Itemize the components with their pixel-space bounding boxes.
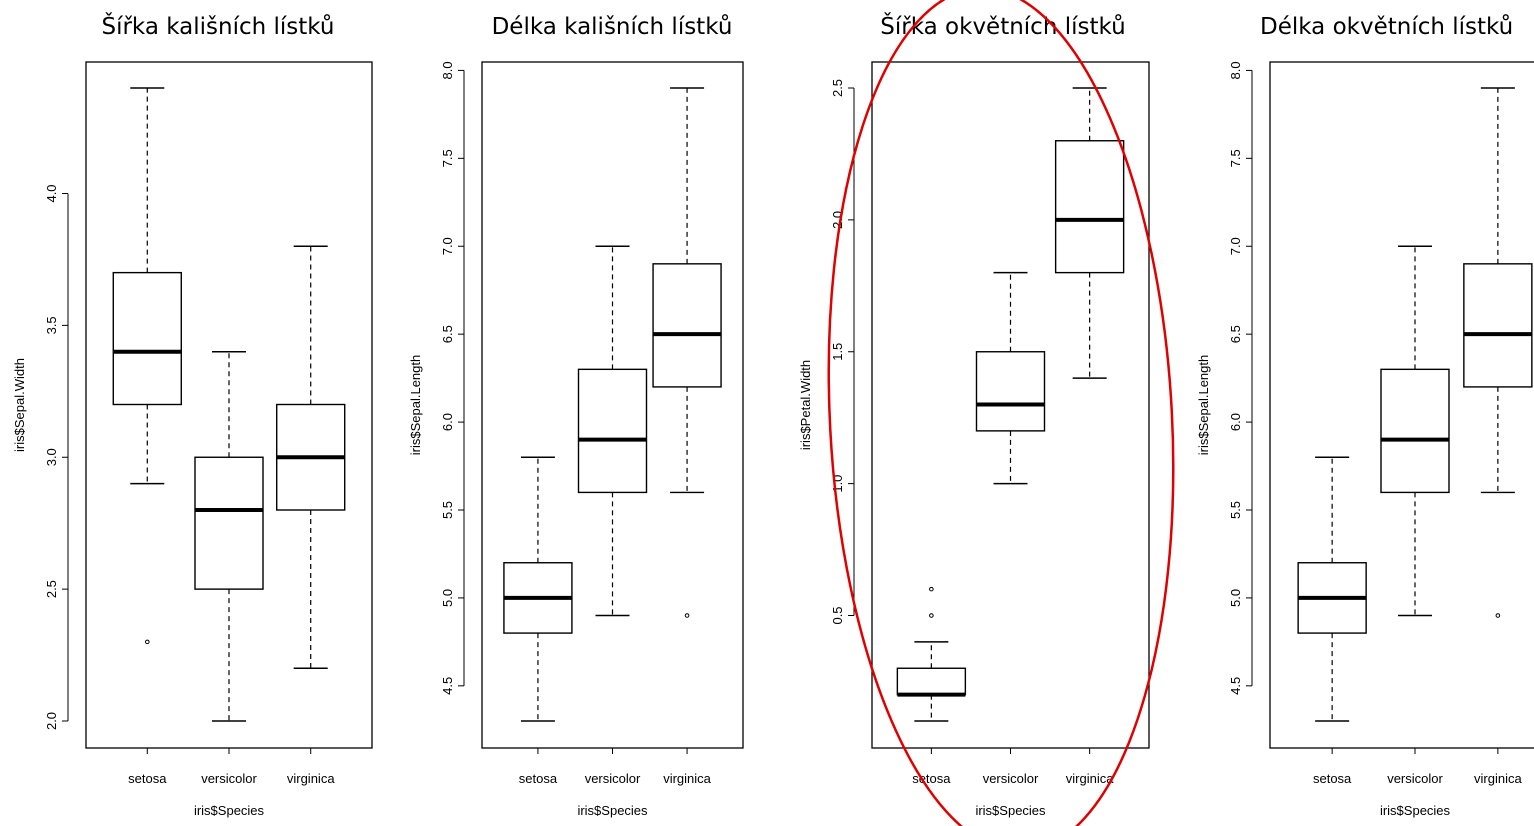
iqr-box (1463, 263, 1533, 388)
y-tick-label: 7.0 (440, 237, 455, 255)
x-tick-label: versicolor (1387, 771, 1443, 786)
x-tick-label: virginica (663, 771, 711, 786)
iqr-box (1380, 368, 1450, 494)
y-tick-label: 6.0 (1228, 413, 1243, 431)
box-setosa: setosa (112, 87, 182, 786)
x-axis-title: iris$Species (194, 803, 265, 818)
y-axis-title: iris$Sepal.Width (12, 358, 27, 452)
iqr-box (194, 456, 264, 590)
x-axis-title: iris$Species (1380, 803, 1451, 818)
box-versicolor: versicolor (194, 351, 264, 786)
y-tick-label: 7.5 (440, 149, 455, 167)
y-tick-label: 4.5 (440, 677, 455, 695)
box-setosa: setosa (896, 586, 967, 786)
chart-title: Délka okvětních lístků (1260, 13, 1513, 40)
y-tick-label: 2.5 (830, 79, 845, 97)
chart-title: Šířka kališních lístků (101, 12, 334, 40)
x-tick-label: setosa (128, 771, 167, 786)
y-tick-label: 4.0 (44, 184, 59, 202)
y-tick-label: 2.0 (44, 712, 59, 730)
y-tick-label: 7.0 (1228, 237, 1243, 255)
x-tick-label: setosa (1313, 771, 1352, 786)
boxplot-panel: Šířka okvětních lístků0.51.01.52.02.5iri… (798, 12, 1150, 818)
y-tick-label: 3.5 (44, 316, 59, 334)
box-virginica: virginica (1054, 87, 1125, 786)
outlier-point (684, 613, 690, 618)
box-virginica: virginica (652, 87, 722, 786)
box-virginica: virginica (1463, 87, 1533, 786)
outlier-point (144, 639, 150, 645)
boxplot-panel: Délka kališních lístků 4.5 5.0 5.5 6.0 6.5 7.0… (408, 13, 744, 818)
chart-title: Délka kališních lístků (492, 13, 733, 40)
box-versicolor: versicolor (975, 271, 1046, 786)
outlier-point (929, 613, 934, 618)
iqr-box (975, 351, 1046, 432)
iqr-box (1054, 140, 1125, 274)
y-tick-label: 5.5 (1228, 501, 1243, 519)
boxplot-panel: Šířka kališních lístků 2.0 2.5 3.0 3.5 4.0 iri… (12, 12, 373, 818)
y-tick-label: 7.5 (1228, 149, 1243, 167)
iqr-box (896, 667, 967, 696)
y-tick-label: 6.0 (440, 413, 455, 431)
y-tick-label: 4.5 (1228, 677, 1243, 695)
y-tick-label: 2.5 (44, 580, 59, 598)
y-tick-label: 6.5 (1228, 325, 1243, 343)
outlier-point (1495, 613, 1501, 618)
y-axis-title: iris$Sepal.Length (408, 355, 423, 455)
y-tick-label: 1.5 (830, 343, 845, 361)
x-tick-label: versicolor (983, 771, 1039, 786)
x-axis-title: iris$Species (577, 803, 648, 818)
y-tick-label: 3.0 (44, 448, 59, 466)
x-tick-label: setosa (912, 771, 951, 786)
y-axis-title: iris$Sepal.Length (1196, 355, 1211, 455)
y-tick-label: 5.0 (440, 589, 455, 607)
iqr-box (577, 368, 648, 494)
box-virginica: virginica (276, 245, 346, 786)
y-tick-label: 8.0 (440, 61, 455, 79)
x-tick-label: versicolor (201, 771, 257, 786)
box-versicolor: versicolor (577, 245, 648, 786)
box-setosa: setosa (1297, 456, 1367, 786)
y-tick-label: 5.5 (440, 501, 455, 519)
y-tick-label: 8.0 (1228, 61, 1243, 79)
x-axis-title: iris$Species (975, 803, 1046, 818)
x-tick-label: versicolor (585, 771, 641, 786)
x-tick-label: virginica (1066, 771, 1114, 786)
x-tick-label: virginica (287, 771, 335, 786)
boxplot-panel: Délka okvětních lístků 4.5 5.0 5.5 6.0 6.5 7.0… (1196, 13, 1534, 818)
y-axis-title: iris$Petal.Width (798, 360, 813, 450)
box-versicolor: versicolor (1380, 245, 1450, 786)
y-tick-label: 5.0 (1228, 589, 1243, 607)
outlier-point (929, 586, 934, 592)
highlight-ellipse (827, 0, 1175, 826)
iqr-box (652, 263, 722, 388)
y-tick-label: 0.5 (830, 606, 845, 624)
y-tick-label: 6.5 (440, 325, 455, 343)
chart-title: Šířka okvětních lístků (880, 12, 1125, 40)
box-setosa: setosa (503, 456, 573, 786)
x-tick-label: setosa (519, 771, 558, 786)
iqr-box (112, 271, 182, 406)
x-tick-label: virginica (1474, 771, 1522, 786)
y-tick-label: 1.0 (830, 475, 845, 493)
